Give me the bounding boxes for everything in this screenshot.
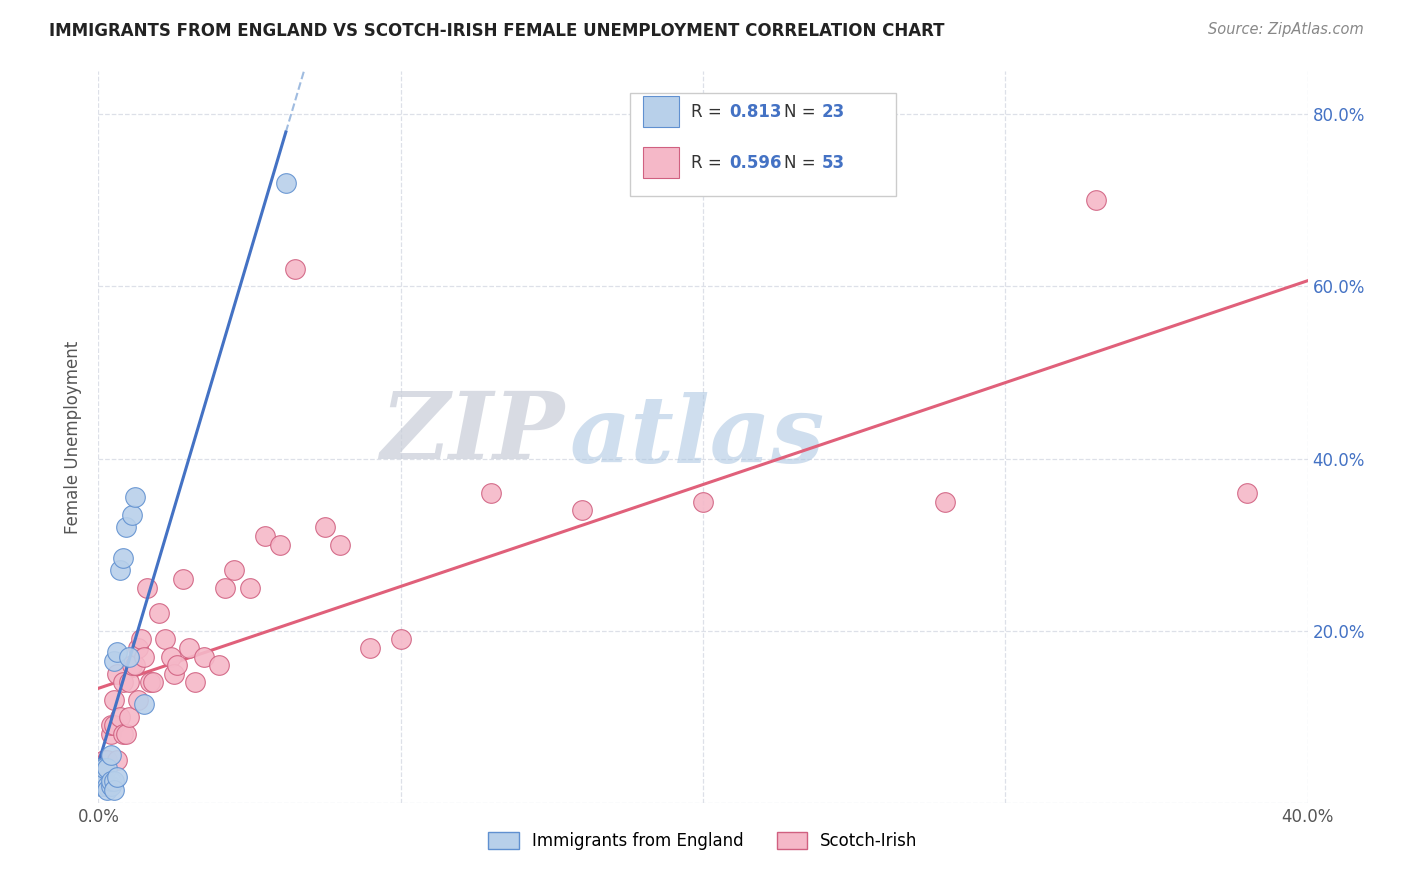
Point: [100, 774, 122, 789]
Point: [127, 640, 149, 655]
Point: [239, 581, 262, 595]
Point: [142, 675, 165, 690]
Point: [1085, 194, 1108, 208]
Text: 0.813: 0.813: [730, 103, 782, 120]
Point: [118, 649, 141, 664]
Point: [114, 520, 136, 534]
Text: Source: ZipAtlas.com: Source: ZipAtlas.com: [1208, 22, 1364, 37]
Point: [90, 774, 112, 789]
Point: [93, 761, 115, 775]
Point: [105, 770, 128, 784]
Point: [121, 658, 143, 673]
Bar: [643, 147, 679, 178]
Legend: Immigrants from England, Scotch-Irish: Immigrants from England, Scotch-Irish: [482, 825, 924, 856]
Point: [481, 486, 503, 500]
Point: [90, 779, 112, 793]
Point: [118, 710, 141, 724]
Point: [96, 779, 118, 793]
Text: 0.596: 0.596: [730, 153, 782, 172]
Text: 53: 53: [821, 153, 845, 172]
Text: R =: R =: [690, 153, 727, 172]
Point: [163, 666, 186, 681]
Point: [121, 508, 143, 522]
Point: [329, 538, 352, 552]
Point: [160, 649, 183, 664]
Point: [934, 494, 956, 508]
Point: [214, 581, 236, 595]
Text: N =: N =: [785, 153, 821, 172]
Point: [114, 727, 136, 741]
Point: [139, 675, 162, 690]
Point: [253, 529, 276, 543]
FancyBboxPatch shape: [630, 94, 897, 195]
Point: [100, 779, 122, 793]
Point: [127, 692, 149, 706]
Point: [124, 658, 146, 673]
Point: [124, 491, 146, 505]
Point: [166, 658, 188, 673]
Point: [571, 503, 593, 517]
Point: [172, 572, 194, 586]
Text: IMMIGRANTS FROM ENGLAND VS SCOTCH-IRISH FEMALE UNEMPLOYMENT CORRELATION CHART: IMMIGRANTS FROM ENGLAND VS SCOTCH-IRISH …: [49, 22, 945, 40]
Point: [1236, 486, 1258, 500]
Point: [111, 727, 134, 741]
Y-axis label: Female Unemployment: Female Unemployment: [65, 341, 83, 533]
Point: [360, 640, 382, 655]
Point: [100, 718, 122, 732]
Point: [100, 727, 122, 741]
Point: [100, 748, 122, 763]
Point: [108, 710, 131, 724]
Point: [153, 632, 176, 647]
Point: [193, 649, 215, 664]
Point: [111, 550, 134, 565]
Point: [129, 632, 152, 647]
Point: [692, 494, 714, 508]
Point: [132, 697, 155, 711]
Text: 23: 23: [821, 103, 845, 120]
Point: [208, 658, 231, 673]
Point: [93, 779, 115, 793]
Point: [105, 645, 128, 659]
Point: [135, 581, 157, 595]
Point: [103, 774, 125, 789]
Point: [184, 675, 207, 690]
Point: [111, 675, 134, 690]
Point: [389, 632, 412, 647]
Point: [96, 761, 118, 775]
Point: [93, 774, 115, 789]
Bar: [643, 96, 679, 127]
Point: [314, 520, 336, 534]
Point: [108, 564, 131, 578]
Point: [90, 761, 112, 775]
Point: [103, 783, 125, 797]
Point: [269, 538, 291, 552]
Point: [105, 753, 128, 767]
Point: [96, 753, 118, 767]
Point: [93, 753, 115, 767]
Point: [103, 718, 125, 732]
Point: [284, 262, 307, 277]
Point: [132, 649, 155, 664]
Point: [103, 692, 125, 706]
Point: [274, 176, 297, 190]
Text: N =: N =: [785, 103, 821, 120]
Point: [105, 666, 128, 681]
Point: [118, 675, 141, 690]
Point: [224, 564, 246, 578]
Text: ZIP: ZIP: [380, 388, 564, 478]
Text: R =: R =: [690, 103, 727, 120]
Point: [96, 783, 118, 797]
Text: atlas: atlas: [569, 392, 825, 482]
Point: [179, 640, 201, 655]
Point: [90, 761, 112, 775]
Point: [96, 779, 118, 793]
Point: [103, 654, 125, 668]
Point: [148, 607, 170, 621]
